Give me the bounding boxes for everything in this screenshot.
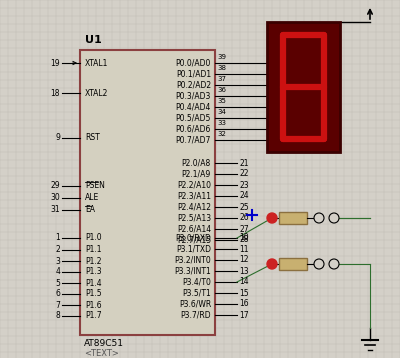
Text: P0.4/AD4: P0.4/AD4 xyxy=(176,102,211,111)
Text: 29: 29 xyxy=(50,182,60,190)
Text: 21: 21 xyxy=(239,159,248,168)
Text: RST: RST xyxy=(85,134,100,142)
Text: P1.0: P1.0 xyxy=(85,233,102,242)
Text: U1: U1 xyxy=(85,35,102,45)
Text: P3.0/RXD: P3.0/RXD xyxy=(175,233,211,242)
Text: P2.0/A8: P2.0/A8 xyxy=(182,159,211,168)
Text: 19: 19 xyxy=(50,58,60,68)
Text: P0.7/AD7: P0.7/AD7 xyxy=(176,135,211,145)
Text: P2.2/A10: P2.2/A10 xyxy=(177,180,211,189)
Text: P1.6: P1.6 xyxy=(85,300,102,310)
Text: <TEXT>: <TEXT> xyxy=(84,349,119,358)
Text: 12: 12 xyxy=(239,256,248,265)
Circle shape xyxy=(314,213,324,223)
Text: P0.6/AD6: P0.6/AD6 xyxy=(176,125,211,134)
Text: EA: EA xyxy=(85,205,95,214)
Circle shape xyxy=(329,213,339,223)
Text: 27: 27 xyxy=(239,224,249,233)
Text: 7: 7 xyxy=(55,300,60,310)
Text: P1.4: P1.4 xyxy=(85,279,102,287)
Text: P0.0/AD0: P0.0/AD0 xyxy=(176,58,211,68)
Text: P1.3: P1.3 xyxy=(85,267,102,276)
Text: ALE: ALE xyxy=(85,194,99,203)
Text: 32: 32 xyxy=(217,131,226,137)
Text: P2.1/A9: P2.1/A9 xyxy=(182,169,211,179)
Text: P3.7/RD: P3.7/RD xyxy=(180,310,211,319)
Text: AT89C51: AT89C51 xyxy=(84,339,124,348)
Text: P2.4/A12: P2.4/A12 xyxy=(177,203,211,212)
Text: P3.4/T0: P3.4/T0 xyxy=(182,277,211,286)
Text: 3: 3 xyxy=(55,256,60,266)
Text: 38: 38 xyxy=(217,65,226,71)
Text: P1.5: P1.5 xyxy=(85,290,102,299)
Text: P0.1/AD1: P0.1/AD1 xyxy=(176,69,211,78)
Text: XTAL1: XTAL1 xyxy=(85,58,108,68)
Text: P1.1: P1.1 xyxy=(85,246,102,255)
Text: P2.5/A13: P2.5/A13 xyxy=(177,213,211,223)
Text: 37: 37 xyxy=(217,76,226,82)
Bar xyxy=(267,22,340,152)
Text: P2.7/A15: P2.7/A15 xyxy=(177,236,211,245)
Text: 9: 9 xyxy=(55,134,60,142)
Text: 35: 35 xyxy=(217,98,226,104)
Text: 22: 22 xyxy=(239,169,248,179)
Text: P3.2/INT0: P3.2/INT0 xyxy=(174,256,211,265)
Circle shape xyxy=(329,259,339,269)
Text: 16: 16 xyxy=(239,300,249,309)
Text: P2.6/A14: P2.6/A14 xyxy=(177,224,211,233)
Circle shape xyxy=(314,259,324,269)
Text: 8: 8 xyxy=(55,311,60,320)
Text: 15: 15 xyxy=(239,289,249,297)
Text: 30: 30 xyxy=(50,194,60,203)
Text: P3.6/WR: P3.6/WR xyxy=(179,300,211,309)
Text: 24: 24 xyxy=(239,192,249,200)
Text: P0.5/AD5: P0.5/AD5 xyxy=(176,113,211,122)
Text: 6: 6 xyxy=(55,290,60,299)
Text: P2.3/A11: P2.3/A11 xyxy=(177,192,211,200)
Text: P3.3/INT1: P3.3/INT1 xyxy=(174,266,211,276)
Text: 4: 4 xyxy=(55,267,60,276)
Text: P3.5/T1: P3.5/T1 xyxy=(182,289,211,297)
Text: 18: 18 xyxy=(50,88,60,97)
Text: 34: 34 xyxy=(217,109,226,115)
Bar xyxy=(279,212,307,224)
Text: 23: 23 xyxy=(239,180,249,189)
Text: P1.2: P1.2 xyxy=(85,256,102,266)
Text: 5: 5 xyxy=(55,279,60,287)
Text: 28: 28 xyxy=(239,236,248,245)
Text: 13: 13 xyxy=(239,266,249,276)
Text: 1: 1 xyxy=(55,233,60,242)
Text: 11: 11 xyxy=(239,245,248,253)
Bar xyxy=(279,258,307,270)
Text: 39: 39 xyxy=(217,54,226,60)
Text: P0.2/AD2: P0.2/AD2 xyxy=(176,81,211,90)
Text: 2: 2 xyxy=(55,246,60,255)
Text: XTAL2: XTAL2 xyxy=(85,88,108,97)
Circle shape xyxy=(267,259,277,269)
Bar xyxy=(80,50,215,335)
Text: 26: 26 xyxy=(239,213,249,223)
Text: 25: 25 xyxy=(239,203,249,212)
Text: P0.3/AD3: P0.3/AD3 xyxy=(176,92,211,101)
Text: 36: 36 xyxy=(217,87,226,93)
Text: 33: 33 xyxy=(217,120,226,126)
Text: 14: 14 xyxy=(239,277,249,286)
Text: 10: 10 xyxy=(239,233,249,242)
Text: P3.1/TXD: P3.1/TXD xyxy=(176,245,211,253)
Text: PSEN: PSEN xyxy=(85,182,105,190)
Circle shape xyxy=(267,213,277,223)
Text: P1.7: P1.7 xyxy=(85,311,102,320)
Text: 17: 17 xyxy=(239,310,249,319)
Text: 31: 31 xyxy=(50,205,60,214)
